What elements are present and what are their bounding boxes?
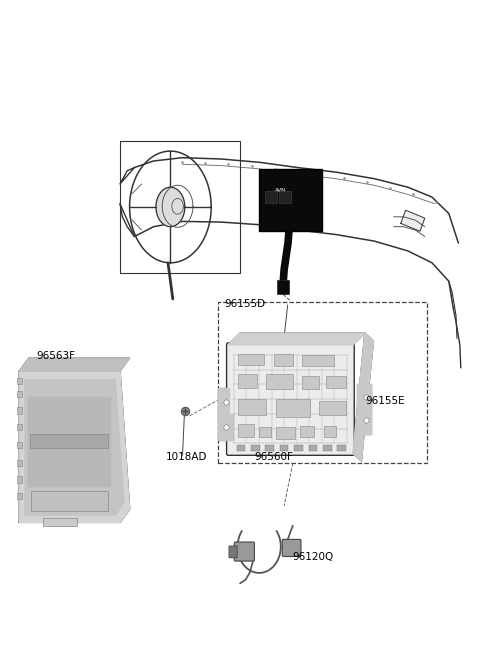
Bar <box>276 399 310 417</box>
Bar <box>31 491 108 511</box>
Bar <box>294 445 303 451</box>
Bar <box>17 493 22 499</box>
Bar <box>266 374 293 389</box>
Bar <box>337 445 346 451</box>
Polygon shape <box>401 210 425 231</box>
Bar <box>302 355 334 366</box>
Bar <box>324 426 336 437</box>
Polygon shape <box>28 397 110 486</box>
Bar <box>319 401 346 415</box>
Bar <box>277 280 289 294</box>
Bar <box>276 427 295 439</box>
Polygon shape <box>353 333 373 461</box>
Bar <box>300 426 314 437</box>
Bar <box>218 302 427 463</box>
Bar <box>265 191 277 203</box>
Polygon shape <box>19 371 130 522</box>
Polygon shape <box>25 380 124 515</box>
Bar <box>238 374 257 388</box>
Bar <box>259 427 271 437</box>
Bar <box>237 445 245 451</box>
Text: 96560F: 96560F <box>254 452 293 462</box>
Bar <box>17 442 22 448</box>
Bar <box>251 445 260 451</box>
Bar <box>302 376 319 389</box>
Polygon shape <box>218 388 233 440</box>
Text: 96563F: 96563F <box>36 351 75 361</box>
Text: AVN: AVN <box>276 188 287 193</box>
Bar <box>17 407 22 414</box>
Bar <box>17 391 22 397</box>
Bar <box>265 445 274 451</box>
FancyBboxPatch shape <box>227 343 354 455</box>
Bar <box>17 424 22 430</box>
Text: 96155D: 96155D <box>224 300 265 309</box>
Bar <box>238 399 266 415</box>
Bar <box>274 354 293 366</box>
FancyBboxPatch shape <box>234 542 254 561</box>
FancyBboxPatch shape <box>282 539 301 556</box>
Text: 96120Q: 96120Q <box>293 552 334 562</box>
Bar <box>326 376 346 388</box>
Bar <box>279 191 291 203</box>
Bar <box>17 476 22 483</box>
Polygon shape <box>228 333 365 345</box>
Polygon shape <box>19 358 130 371</box>
Bar <box>323 445 332 451</box>
Bar <box>280 445 288 451</box>
Bar <box>309 445 317 451</box>
Text: 96155E: 96155E <box>366 396 406 406</box>
FancyBboxPatch shape <box>229 546 237 558</box>
Bar <box>30 434 108 448</box>
Bar <box>43 518 77 526</box>
Bar <box>238 354 264 365</box>
Bar <box>259 169 322 231</box>
Bar <box>17 378 22 384</box>
Bar <box>17 460 22 466</box>
Bar <box>238 424 254 437</box>
Polygon shape <box>357 384 371 434</box>
Text: 1018AD: 1018AD <box>166 452 207 462</box>
Polygon shape <box>156 187 185 227</box>
